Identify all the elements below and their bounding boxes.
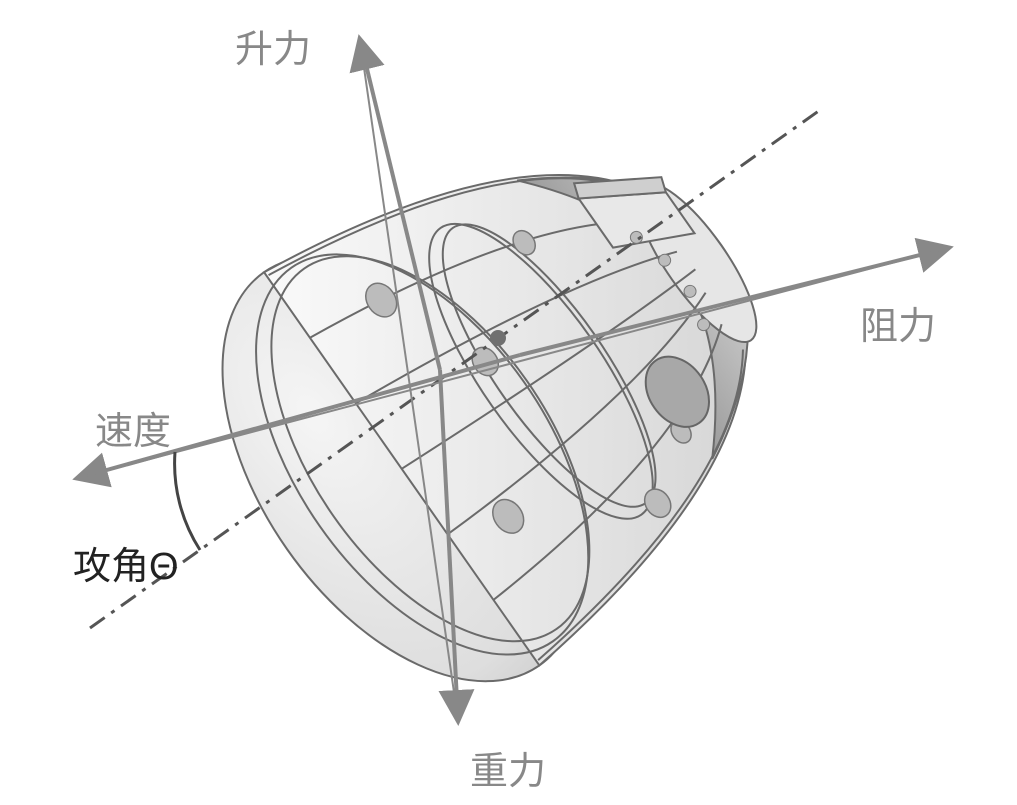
force-diagram: 升力 阻力 速度 重力 攻角Θ: [0, 0, 1017, 805]
body-axis-line: [90, 110, 820, 628]
gravity-vector: [440, 370, 458, 720]
velocity-label: 速度: [95, 400, 171, 455]
drag-label: 阻力: [860, 295, 936, 350]
capsule-group: [149, 49, 858, 746]
angle-of-attack-label: 攻角Θ: [73, 535, 179, 590]
gravity-label: 重力: [470, 740, 546, 795]
lift-vector: [360, 40, 440, 370]
lift-label: 升力: [235, 18, 311, 73]
